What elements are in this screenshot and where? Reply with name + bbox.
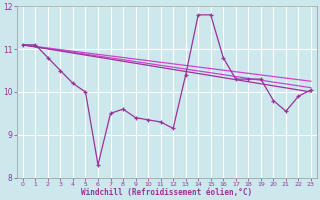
X-axis label: Windchill (Refroidissement éolien,°C): Windchill (Refroidissement éolien,°C) [81,188,252,197]
